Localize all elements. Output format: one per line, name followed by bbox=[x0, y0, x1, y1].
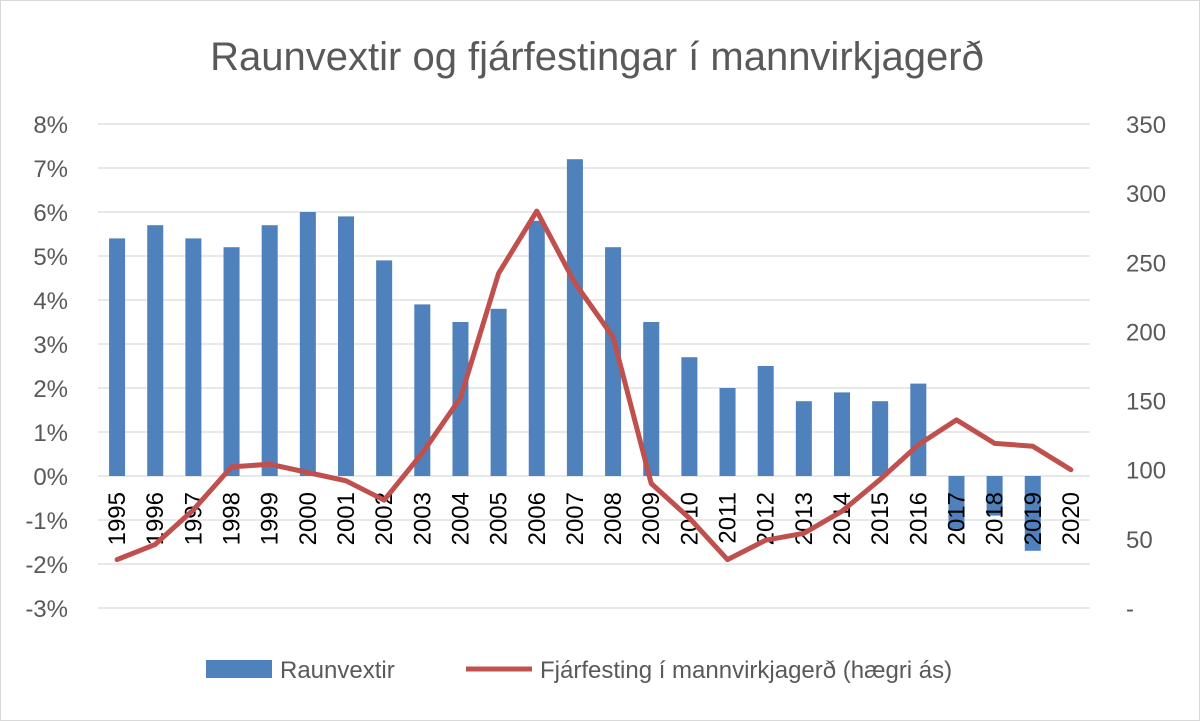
bar-1999 bbox=[261, 225, 278, 476]
x-tick-label: 2007 bbox=[562, 492, 589, 545]
bar-2010 bbox=[681, 357, 698, 476]
x-tick-label: 2011 bbox=[715, 492, 742, 544]
bar-2009 bbox=[643, 322, 660, 476]
bar-1995 bbox=[109, 238, 126, 476]
x-tick-label: 2003 bbox=[409, 492, 436, 545]
bar-1997 bbox=[185, 238, 202, 476]
left-tick-label: -2% bbox=[25, 552, 68, 579]
x-axis: 1995 1996 1997 1998 1999 2000 2001 2002 2003 2004… bbox=[104, 492, 1085, 545]
x-tick-label: 2020 bbox=[1058, 492, 1085, 545]
bar-series bbox=[109, 159, 1041, 551]
x-tick-label: 1995 bbox=[104, 492, 131, 545]
bar-2011 bbox=[719, 388, 736, 476]
bar-2017 bbox=[948, 476, 965, 529]
left-tick-label: 3% bbox=[33, 332, 68, 359]
left-tick-label: -3% bbox=[25, 596, 68, 623]
bar-2016 bbox=[910, 383, 927, 476]
x-tick-label: 2001 bbox=[333, 492, 360, 545]
bar-2003 bbox=[414, 304, 431, 476]
right-tick-label: 200 bbox=[1126, 319, 1166, 346]
right-tick-label: 50 bbox=[1126, 527, 1153, 554]
x-tick-label: 2006 bbox=[524, 492, 551, 545]
x-tick-label: 2009 bbox=[638, 492, 665, 545]
bar-1998 bbox=[223, 247, 240, 476]
left-tick-label: 1% bbox=[33, 420, 68, 447]
x-tick-label: 2000 bbox=[295, 492, 322, 545]
x-tick-label: 2018 bbox=[982, 492, 1009, 545]
x-tick-label: 2015 bbox=[867, 492, 894, 545]
x-tick-label: 2017 bbox=[943, 492, 970, 545]
right-tick-label: 300 bbox=[1126, 181, 1166, 208]
x-tick-label: 1998 bbox=[219, 492, 246, 545]
bar-2014 bbox=[833, 392, 851, 476]
chart-title: Raunvextir og fjárfestingar í mannvirkja… bbox=[210, 35, 984, 79]
bar-2000 bbox=[299, 212, 316, 476]
gridlines bbox=[98, 123, 1090, 609]
bar-2012 bbox=[757, 366, 774, 476]
legend-label-fjarfesting: Fjárfesting í mannvirkjagerð (hægri ás) bbox=[540, 657, 952, 684]
right-tick-label: - bbox=[1126, 596, 1134, 623]
legend-label-raunvextir: Raunvextir bbox=[280, 657, 395, 684]
legend: Raunvextir Fjárfesting í mannvirkjagerð … bbox=[206, 657, 952, 684]
right-tick-label: 100 bbox=[1126, 458, 1166, 485]
right-tick-label: 350 bbox=[1126, 112, 1166, 139]
left-tick-label: 0% bbox=[33, 464, 68, 491]
bar-2018 bbox=[986, 476, 1003, 516]
left-tick-label: 7% bbox=[33, 156, 68, 183]
left-tick-label: 4% bbox=[33, 288, 68, 315]
left-tick-label: 6% bbox=[33, 200, 68, 227]
bar-2008 bbox=[605, 247, 622, 476]
x-tick-label: 2016 bbox=[905, 492, 932, 545]
bar-2019 bbox=[1024, 476, 1041, 551]
legend-swatch-raunvextir bbox=[206, 660, 272, 678]
bar-1996 bbox=[147, 225, 164, 476]
left-tick-label: -1% bbox=[25, 508, 68, 535]
left-tick-label: 2% bbox=[33, 376, 68, 403]
bar-2001 bbox=[337, 216, 355, 476]
line-fjarfesting bbox=[114, 208, 1074, 563]
x-tick-label: 1999 bbox=[257, 492, 284, 545]
bar-2002 bbox=[376, 260, 393, 476]
right-axis: - 50 100 150 200 250 300 350 bbox=[1126, 112, 1166, 623]
bar-2015 bbox=[872, 401, 889, 476]
bar-2013 bbox=[795, 401, 812, 476]
left-tick-label: 5% bbox=[33, 244, 68, 271]
bar-2007 bbox=[566, 159, 583, 476]
right-tick-label: 150 bbox=[1126, 389, 1166, 416]
left-axis: -3% -2% -1% 0% 1% 2% 3% 4% 5% 6% 7% 8% bbox=[25, 112, 68, 623]
right-tick-label: 250 bbox=[1126, 250, 1166, 277]
x-tick-label: 2019 bbox=[1020, 492, 1047, 545]
x-tick-label: 2008 bbox=[600, 492, 627, 545]
x-tick-label: 2005 bbox=[486, 492, 513, 545]
line-series bbox=[114, 208, 1074, 563]
bar-2006 bbox=[528, 220, 545, 476]
x-tick-label: 2004 bbox=[447, 492, 474, 545]
left-tick-label: 8% bbox=[33, 112, 68, 139]
bar-2005 bbox=[490, 308, 507, 476]
